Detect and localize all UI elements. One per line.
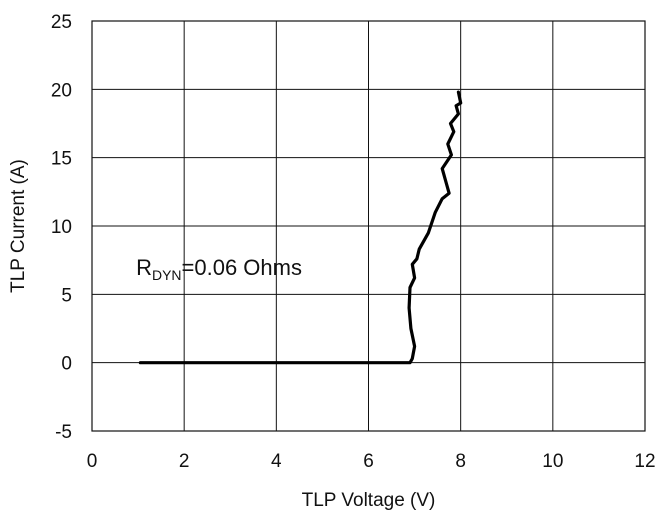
x-tick-label: 10 bbox=[542, 451, 563, 472]
tlp-iv-curve bbox=[138, 90, 463, 365]
rdyn-prefix: R bbox=[136, 255, 152, 280]
grid-lines bbox=[91, 20, 646, 432]
rdyn-suffix: =0.06 Ohms bbox=[182, 255, 302, 280]
rdyn-annotation: RDYN=0.06 Ohms bbox=[136, 255, 302, 283]
x-tick-label: 6 bbox=[363, 451, 374, 472]
y-tick-label: 15 bbox=[51, 149, 72, 170]
tick-labels: 0 2 4 6 8 10 12 -5 0 5 10 15 20 25 bbox=[51, 12, 656, 472]
x-tick-label: 0 bbox=[87, 451, 98, 472]
y-tick-label: -5 bbox=[55, 422, 72, 443]
y-tick-label: 0 bbox=[61, 354, 72, 375]
y-axis-title: TLP Current (A) bbox=[8, 159, 29, 293]
plot-frame bbox=[91, 20, 646, 432]
y-tick-label: 5 bbox=[61, 285, 72, 306]
x-tick-label: 8 bbox=[455, 451, 466, 472]
x-tick-label: 2 bbox=[179, 451, 190, 472]
data-layer bbox=[138, 90, 463, 365]
x-tick-label: 12 bbox=[634, 451, 655, 472]
y-tick-label: 25 bbox=[51, 12, 72, 33]
x-tick-label: 4 bbox=[271, 451, 282, 472]
rdyn-subscript: DYN bbox=[152, 267, 182, 283]
y-tick-label: 20 bbox=[51, 80, 72, 101]
x-axis-title: TLP Voltage (V) bbox=[302, 490, 436, 511]
y-tick-label: 10 bbox=[51, 217, 72, 238]
